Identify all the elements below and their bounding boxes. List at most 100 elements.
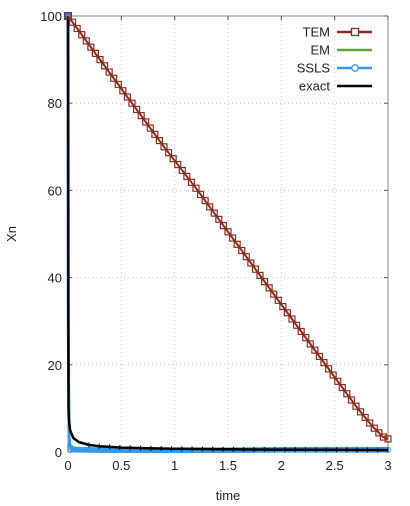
x-tick-label: 0.5 [112,458,130,473]
x-tick-label: 0 [64,458,71,473]
series-point-tem [288,315,296,323]
legend-entry-ssls: SSLS [297,61,372,76]
series-layer [64,12,392,454]
series-point-tem [160,143,168,151]
y-tick-label: 40 [48,271,62,286]
legend-label-ssls: SSLS [297,61,331,76]
series-point-tem [347,396,356,404]
series-point-tem [242,253,250,261]
series-point-tem [123,93,132,101]
series-point-tem [274,296,282,304]
series-point-tem [361,413,369,422]
series-point-tem [256,271,264,280]
series-point-tem [219,221,228,230]
series-point-tem [370,424,378,432]
series-point-tem [169,155,177,163]
series-point-tem [233,240,241,248]
series-point-tem [187,178,196,186]
series-point-tem [68,18,77,26]
legend-entry-exact: exact [299,79,372,94]
y-tick-label: 80 [48,96,62,111]
series-point-tem [105,68,113,76]
series-point-tem [251,265,260,273]
series-point-tem [343,390,351,398]
legend-label-exact: exact [299,79,330,94]
series-point-tem [366,419,374,427]
x-tick-label: 1 [171,458,178,473]
series-point-tem [110,74,118,82]
x-tick-label: 2.5 [326,458,344,473]
series-point-tem [183,172,191,180]
series-point-ssls [75,446,81,453]
x-tick-label: 3 [384,458,391,473]
series-point-ssls [95,447,101,453]
series-point-tem [78,31,86,39]
series-point-tem [119,87,127,95]
series-point-tem [210,209,218,217]
x-tick-label: 1.5 [219,458,237,473]
series-point-tem [265,284,273,292]
series-point-tem [329,371,337,379]
series-point-tem [315,352,324,360]
series-point-tem [142,118,150,126]
series-point-tem [114,80,122,89]
series-point-tem [260,278,269,286]
series-point-tem [151,130,159,138]
series-point-ssls [73,446,79,453]
series-point-ssls [85,447,91,453]
series-point-ssls [71,446,77,453]
series-point-tem [128,99,136,107]
series-point-tem [283,309,292,317]
series-point-tem [297,327,305,336]
y-tick-label: 20 [48,358,62,373]
series-point-ssls [91,447,97,453]
series-exact [66,15,389,453]
series-point-tem [224,228,232,236]
series-point-ssls [87,447,93,453]
series-point-tem [270,290,278,298]
series-point-ssls [97,447,103,453]
series-point-tem [228,234,237,242]
legend-marker-ssls [351,64,359,72]
series-point-ssls [79,446,85,453]
x-axis-label: time [216,488,241,503]
legend: TEM EM SSLS exact [297,25,372,94]
series-point-tem [338,383,346,392]
series-point-tem [334,377,342,385]
legend-marker-tem [350,27,360,37]
legend-entry-em: EM [311,43,372,58]
series-point-tem [201,197,209,205]
legend-entry-tem: TEM [303,25,372,40]
legend-label-em: EM [311,43,331,58]
series-point-tem [302,334,310,342]
series-point-tem [64,12,72,20]
series-point-ssls [93,447,99,453]
series-point-tem [311,346,319,354]
series-point-tem [238,246,246,255]
series-point-tem [196,190,205,199]
series-line-exact [66,15,389,452]
series-point-tem [379,433,388,441]
series-point-tem [384,435,392,443]
series-point-tem [324,365,333,373]
series-point-tem [247,259,255,267]
x-tick-label: 2 [278,458,285,473]
series-point-ssls [83,446,89,453]
series-point-tem [100,62,109,70]
series-point-tem [87,43,95,51]
series-point-tem [178,166,186,175]
series-point-tem [174,160,182,169]
series-point-tem [320,359,328,367]
y-axis-label: Xn [4,226,19,242]
series-point-ssls [77,446,83,453]
y-tick-label: 60 [48,183,62,198]
series-point-tem [206,203,214,211]
y-tick-label: 0 [55,445,62,460]
series-point-tem [132,105,141,114]
series-point-tem [375,429,383,437]
series-point-tem [155,136,164,145]
series-point-tem [164,149,173,157]
series-point-tem [352,402,360,410]
